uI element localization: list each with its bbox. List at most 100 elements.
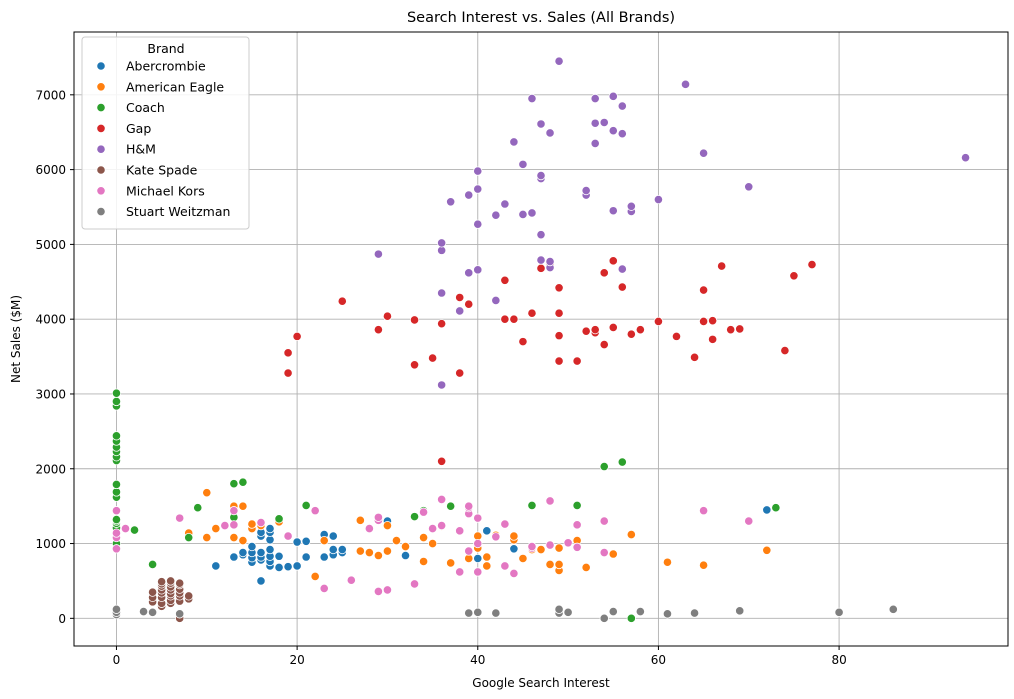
data-point	[373, 325, 384, 335]
data-point	[437, 494, 447, 505]
data-point	[247, 519, 257, 529]
data-point	[229, 506, 239, 516]
data-point	[960, 153, 971, 163]
data-point	[464, 546, 474, 556]
data-point	[111, 544, 122, 554]
data-point	[211, 561, 221, 571]
data-point	[373, 249, 384, 259]
data-point	[473, 513, 483, 523]
data-point	[455, 526, 465, 536]
data-point	[382, 546, 393, 556]
data-point	[464, 608, 474, 618]
data-point	[482, 526, 492, 536]
data-point	[111, 604, 122, 614]
data-point	[735, 324, 745, 334]
data-point	[590, 325, 600, 335]
data-point	[229, 552, 239, 562]
data-point	[554, 604, 564, 614]
data-point	[373, 550, 384, 561]
data-point	[590, 118, 600, 128]
data-point	[355, 546, 365, 556]
data-point	[726, 325, 736, 335]
data-point	[256, 518, 266, 528]
data-point	[120, 523, 131, 534]
data-point	[708, 334, 718, 344]
data-point	[355, 515, 365, 525]
y-tick-label: 7000	[35, 88, 66, 102]
data-point	[762, 505, 772, 515]
y-axis-label: Net Sales ($M)	[9, 295, 23, 383]
data-point	[473, 184, 483, 194]
legend-marker	[96, 61, 106, 71]
data-point	[617, 129, 627, 139]
data-point	[292, 561, 302, 571]
data-point	[518, 337, 528, 347]
data-point	[509, 137, 519, 147]
data-point	[626, 201, 636, 211]
data-point	[111, 506, 122, 516]
legend-label: Abercrombie	[126, 59, 206, 74]
data-point	[455, 567, 465, 577]
data-point	[617, 282, 627, 292]
data-point	[590, 138, 600, 149]
data-point	[283, 562, 293, 572]
data-point	[617, 101, 627, 111]
data-point	[464, 190, 474, 200]
data-point	[283, 348, 293, 358]
legend-item: Coach	[96, 100, 165, 115]
series-points	[373, 56, 971, 390]
data-point	[464, 268, 474, 278]
data-points	[111, 56, 971, 623]
data-point	[689, 352, 700, 362]
data-point	[166, 576, 176, 586]
data-point	[509, 544, 519, 554]
legend-label: H&M	[126, 142, 156, 157]
data-point	[292, 331, 302, 341]
data-point	[635, 325, 645, 335]
data-point	[301, 536, 311, 546]
data-point	[545, 559, 555, 570]
data-point	[346, 575, 356, 585]
data-point	[662, 609, 673, 619]
data-point	[147, 559, 158, 570]
data-point	[193, 503, 203, 513]
series-points	[184, 488, 772, 582]
legend-label: Gap	[126, 121, 151, 136]
data-point	[518, 553, 528, 564]
legend-marker	[96, 186, 106, 196]
x-axis-label: Google Search Interest	[472, 676, 610, 690]
data-point	[599, 613, 609, 623]
data-point	[491, 210, 501, 220]
data-point	[310, 506, 320, 516]
series-points	[147, 576, 194, 623]
data-point	[626, 613, 636, 623]
data-point	[536, 255, 546, 265]
data-point	[572, 500, 582, 511]
data-point	[572, 520, 582, 530]
data-point	[111, 396, 122, 407]
data-point	[572, 356, 582, 366]
data-point	[229, 479, 239, 489]
series-points	[211, 505, 772, 586]
data-point	[256, 576, 266, 586]
data-point	[626, 329, 636, 339]
legend: Brand Abercrombie American Eagle Coach Gap H…	[81, 36, 250, 230]
data-point	[337, 544, 347, 555]
data-point	[536, 119, 546, 129]
data-point	[428, 353, 438, 363]
data-point	[527, 93, 537, 104]
data-point	[473, 265, 483, 275]
y-axis-ticks: 0 1000 2000 3000 4000 5000 6000 7000	[35, 88, 74, 626]
plot-frame	[73, 31, 1009, 647]
legend-marker	[96, 165, 106, 175]
data-point	[698, 285, 709, 295]
data-point	[319, 583, 329, 594]
data-point	[409, 315, 420, 325]
data-point	[382, 520, 393, 531]
data-point	[500, 561, 510, 571]
data-point	[473, 166, 483, 176]
data-point	[283, 368, 293, 378]
data-point	[437, 319, 447, 329]
y-tick-label: 4000	[35, 313, 66, 327]
data-point	[599, 340, 609, 350]
